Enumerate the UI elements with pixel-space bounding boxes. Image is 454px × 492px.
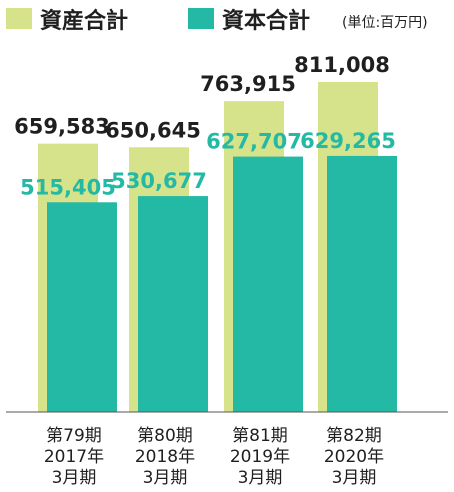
category-label-1-line-2: 2017年 — [44, 447, 104, 467]
category-label-3-line-3: 3月期 — [238, 468, 283, 488]
category-label-1-line-3: 3月期 — [52, 468, 97, 488]
value-label-net-assets-4: 629,265 — [300, 129, 396, 153]
category-label-4-line-1: 第82期 — [326, 426, 382, 446]
category-label-3-line-2: 2019年 — [230, 447, 290, 467]
category-label-1-line-1: 第79期 — [46, 426, 102, 446]
category-label-2-line-3: 3月期 — [143, 468, 188, 488]
value-label-net-assets-2: 530,677 — [111, 169, 207, 193]
value-label-net-assets-3: 627,707 — [206, 130, 302, 154]
bar-net-assets-2 — [138, 196, 208, 412]
bar-net-assets-4 — [327, 155, 397, 412]
value-label-total-assets-4: 811,008 — [294, 53, 390, 77]
bar-net-assets-3 — [233, 156, 303, 412]
legend-swatch-total-assets — [6, 8, 32, 29]
bar-group — [38, 82, 397, 412]
category-label-2-line-2: 2018年 — [135, 447, 195, 467]
value-label-total-assets-2: 650,645 — [105, 118, 201, 142]
legend-swatch-net-assets — [188, 8, 214, 29]
category-labels: 第79期2017年3月期第80期2018年3月期第81期2019年3月期第82期… — [44, 426, 384, 488]
category-label-4-line-2: 2020年 — [324, 447, 384, 467]
category-label-3-line-1: 第81期 — [232, 426, 288, 446]
legend: 資産合計 資本合計 (単位:百万円) — [6, 8, 428, 34]
value-labels: 659,583 515,405 650,645 530,677 763,915 627,7… — [14, 53, 396, 199]
category-label-2-line-1: 第80期 — [137, 426, 193, 446]
unit-label: (単位:百万円) — [342, 15, 428, 31]
value-label-net-assets-1: 515,405 — [20, 175, 116, 199]
category-label-4-line-3: 3月期 — [332, 468, 377, 488]
legend-label-total-assets: 資産合計 — [40, 8, 128, 34]
bar-net-assets-1 — [47, 202, 117, 412]
legend-label-net-assets: 資本合計 — [222, 8, 310, 34]
value-label-total-assets-3: 763,915 — [200, 72, 296, 96]
value-label-total-assets-1: 659,583 — [14, 115, 110, 139]
